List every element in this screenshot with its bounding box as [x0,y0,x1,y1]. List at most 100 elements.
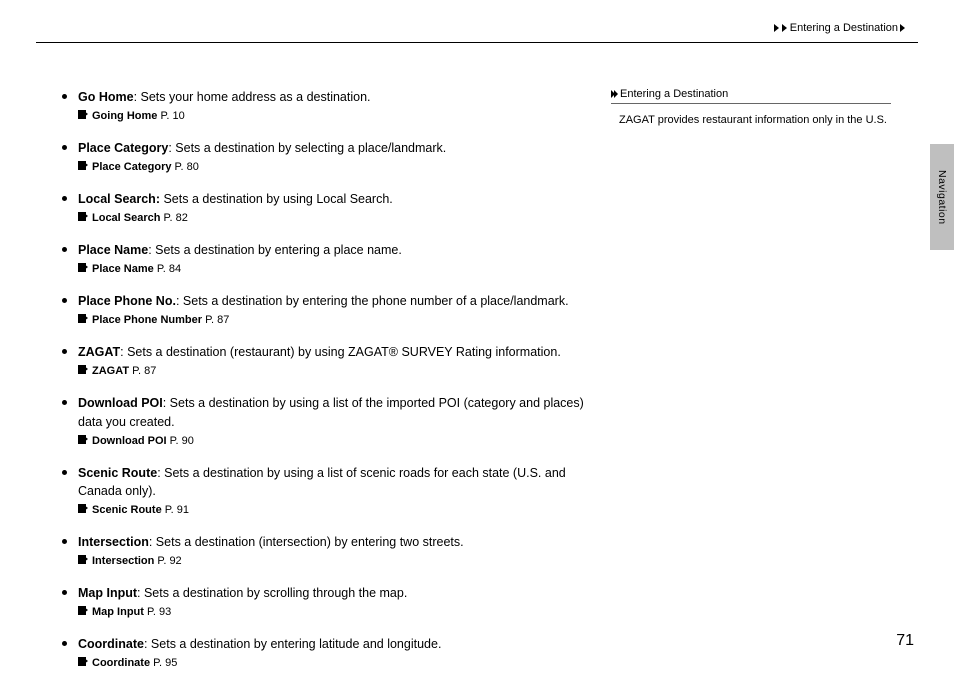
ref-page: P. 95 [153,657,177,669]
item-line: Scenic Route: Sets a destination by usin… [78,466,566,498]
item-ref: Intersection P. 92 [78,554,598,570]
ref-page: P. 84 [157,263,181,275]
book-icon [78,161,89,170]
ref-label: Download POI [92,435,170,447]
ref-page: P. 10 [160,110,184,122]
list-item: Scenic Route: Sets a destination by usin… [58,464,598,519]
item-line: Go Home: Sets your home address as a des… [78,90,371,104]
item-desc: : Sets a destination by entering a place… [148,243,402,257]
list-item: Intersection: Sets a destination (inters… [58,533,598,570]
item-term: Intersection [78,535,149,549]
book-icon [78,657,89,666]
section-tab-label: Navigation [936,170,948,225]
ref-label: ZAGAT [92,365,132,377]
item-term: ZAGAT [78,345,120,359]
item-ref: Download POI P. 90 [78,434,598,450]
ref-label: Place Name [92,263,157,275]
item-ref: Coordinate P. 95 [78,656,598,672]
item-line: ZAGAT: Sets a destination (restaurant) b… [78,345,561,359]
list-item: Download POI: Sets a destination by usin… [58,394,598,449]
item-desc: Sets a destination by using Local Search… [160,192,393,206]
item-term: Map Input [78,586,137,600]
sidebar-heading-text: Entering a Destination [620,88,728,100]
item-line: Local Search: Sets a destination by usin… [78,192,393,206]
item-desc: : Sets a destination (restaurant) by usi… [120,345,561,359]
book-icon [78,212,89,221]
triangle-icon [782,24,787,32]
item-desc: : Sets a destination (intersection) by e… [149,535,464,549]
item-desc: : Sets a destination by selecting a plac… [168,141,446,155]
book-icon [78,555,89,564]
item-ref: Local Search P. 82 [78,211,598,227]
sidebar: Entering a Destination ZAGAT provides re… [611,88,891,129]
page-number: 71 [896,632,914,650]
item-ref: Place Name P. 84 [78,262,598,278]
item-term: Place Category [78,141,168,155]
divider [36,42,918,43]
item-term: Go Home [78,90,134,104]
ref-page: P. 87 [205,314,229,326]
ref-page: P. 92 [157,555,181,567]
item-ref: Going Home P. 10 [78,109,598,125]
ref-label: Place Category [92,161,175,173]
item-line: Place Phone No.: Sets a destination by e… [78,294,569,308]
item-line: Place Category: Sets a destination by se… [78,141,446,155]
item-term: Download POI [78,396,163,410]
list-item: Coordinate: Sets a destination by enteri… [58,635,598,672]
list-item: Go Home: Sets your home address as a des… [58,88,598,125]
item-line: Place Name: Sets a destination by enteri… [78,243,402,257]
ref-label: Going Home [92,110,160,122]
item-desc: : Sets your home address as a destinatio… [134,90,371,104]
item-desc: : Sets a destination by entering latitud… [144,637,441,651]
ref-label: Scenic Route [92,504,165,516]
item-ref: Map Input P. 93 [78,605,598,621]
ref-page: P. 93 [147,606,171,618]
item-line: Coordinate: Sets a destination by enteri… [78,637,441,651]
item-term: Place Phone No. [78,294,176,308]
list-item: Local Search: Sets a destination by usin… [58,190,598,227]
ref-label: Map Input [92,606,147,618]
list-item: Place Name: Sets a destination by enteri… [58,241,598,278]
list-item: Place Category: Sets a destination by se… [58,139,598,176]
item-term: Local Search: [78,192,160,206]
section-tab: Navigation [930,144,954,250]
list-item: Map Input: Sets a destination by scrolli… [58,584,598,621]
item-term: Place Name [78,243,148,257]
book-icon [78,504,89,513]
item-term: Coordinate [78,637,144,651]
main-content: Go Home: Sets your home address as a des… [58,88,598,686]
ref-label: Local Search [92,212,164,224]
item-ref: Place Category P. 80 [78,160,598,176]
item-line: Intersection: Sets a destination (inters… [78,535,464,549]
triangle-icon [900,24,905,32]
ref-page: P. 90 [170,435,194,447]
book-icon [78,606,89,615]
item-line: Download POI: Sets a destination by usin… [78,396,584,428]
item-ref: ZAGAT P. 87 [78,364,598,380]
item-term: Scenic Route [78,466,157,480]
item-desc: : Sets a destination by scrolling throug… [137,586,407,600]
ref-page: P. 91 [165,504,189,516]
item-ref: Scenic Route P. 91 [78,503,598,519]
ref-page: P. 80 [175,161,199,173]
breadcrumb: Entering a Destination [774,22,906,34]
book-icon [78,263,89,272]
ref-page: P. 87 [132,365,156,377]
ref-page: P. 82 [164,212,188,224]
breadcrumb-text: Entering a Destination [790,22,898,34]
items-list: Go Home: Sets your home address as a des… [58,88,598,672]
list-item: ZAGAT: Sets a destination (restaurant) b… [58,343,598,380]
list-item: Place Phone No.: Sets a destination by e… [58,292,598,329]
item-desc: : Sets a destination by entering the pho… [176,294,569,308]
book-icon [78,314,89,323]
triangle-icon [774,24,779,32]
sidebar-heading: Entering a Destination [611,88,891,104]
ref-label: Coordinate [92,657,153,669]
book-icon [78,110,89,119]
ref-label: Intersection [92,555,157,567]
item-line: Map Input: Sets a destination by scrolli… [78,586,407,600]
sidebar-body: ZAGAT provides restaurant information on… [611,104,891,129]
book-icon [78,435,89,444]
book-icon [78,365,89,374]
ref-label: Place Phone Number [92,314,205,326]
